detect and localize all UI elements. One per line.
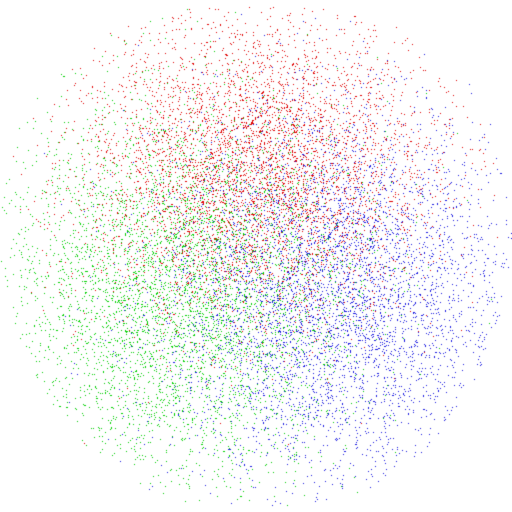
scatter-point-cloud xyxy=(0,0,512,512)
scatter-plot xyxy=(0,0,512,512)
